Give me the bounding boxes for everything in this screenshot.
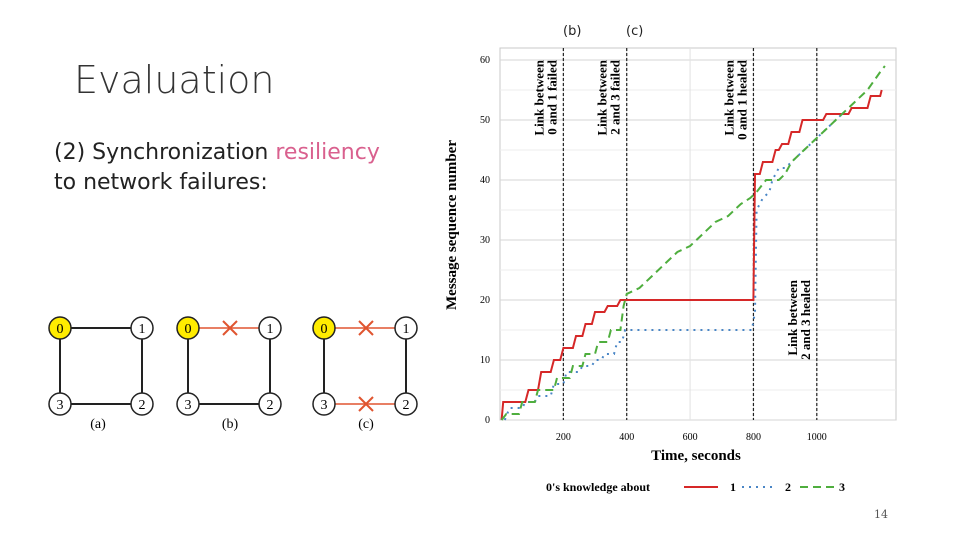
y-tick-label: 30: [480, 235, 490, 246]
graph-c: 0 1 2 3 (c): [312, 316, 418, 432]
subtitle-line2: to network failures:: [54, 170, 268, 195]
annotation-line2: 0 and 1 healed: [734, 59, 749, 140]
event-annotation: Link between0 and 1 healed: [721, 59, 749, 140]
legend-title: 0's knowledge about: [546, 480, 650, 494]
event-annotation: Link between0 and 1 failed: [531, 59, 559, 135]
subtitle-highlight: resiliency: [275, 140, 380, 165]
sequence-chart: 0 10 20 30 40 50 60 200 400 600 800 1000 Link betw…: [444, 47, 897, 494]
node-3: [176, 392, 200, 416]
x-tick-label: 200: [556, 432, 571, 443]
node-0: [312, 316, 336, 340]
graph-caption: (b): [222, 417, 239, 432]
event-annotation: Link between2 and 3 failed: [595, 59, 623, 135]
page-number: 14: [874, 508, 888, 521]
subtitle-prefix: (2) Synchronization: [54, 140, 276, 165]
y-tick-label: 50: [480, 115, 490, 126]
marker-b: (b): [563, 24, 582, 39]
node-label: 2: [403, 398, 410, 413]
node-label: 1: [403, 322, 410, 337]
node-1: [394, 316, 418, 340]
node-3: [48, 392, 72, 416]
graph-a: 0 1 2 3 (a): [48, 316, 154, 432]
node-label: 0: [185, 322, 192, 337]
legend-entry-3: 3: [839, 480, 845, 494]
graph-caption: (a): [90, 417, 106, 432]
x-tick-label: 400: [619, 432, 634, 443]
y-axis-label: Message sequence number: [444, 140, 460, 310]
series-line-3: [500, 65, 886, 421]
y-tick-label: 10: [480, 355, 490, 366]
node-2: [258, 392, 282, 416]
node-2: [394, 392, 418, 416]
plot-area: [499, 47, 897, 421]
annotation-line2: 2 and 3 healed: [798, 279, 813, 360]
graph-b: 0 1 2 3 (b): [176, 316, 282, 432]
node-2: [130, 392, 154, 416]
legend-entry-2: 2: [785, 480, 791, 494]
topology-graphs: 0 1 2 3 (a) 0 1 2 3 (b) 0 1 2: [48, 316, 418, 432]
annotation-line2: 2 and 3 failed: [608, 59, 623, 135]
annotation-line1: Link between: [595, 59, 610, 135]
annotation-line1: Link between: [785, 279, 800, 355]
node-label: 2: [139, 398, 146, 413]
x-axis-label: Time, seconds: [651, 448, 741, 464]
node-label: 1: [267, 322, 274, 337]
legend-entry-1: 1: [730, 480, 736, 494]
annotation-line1: Link between: [531, 59, 546, 135]
x-tick-label: 1000: [807, 432, 827, 443]
marker-c: (c): [626, 24, 644, 39]
x-tick-label: 800: [746, 432, 761, 443]
node-0: [176, 316, 200, 340]
legend: 0's knowledge about 1 2 3: [546, 480, 845, 494]
node-label: 0: [57, 322, 64, 337]
slide-title: Evaluation: [74, 58, 275, 102]
node-3: [312, 392, 336, 416]
y-tick-label: 20: [480, 295, 490, 306]
node-0: [48, 316, 72, 340]
y-tick-label: 60: [480, 55, 490, 66]
series-line-1: [500, 89, 883, 421]
node-label: 0: [321, 322, 328, 337]
event-annotation: Link between2 and 3 healed: [785, 279, 813, 360]
node-label: 3: [185, 398, 192, 413]
graph-caption: (c): [358, 417, 374, 432]
x-tick-label: 600: [683, 432, 698, 443]
y-tick-label: 40: [480, 175, 490, 186]
node-1: [258, 316, 282, 340]
slide-subtitle: (2) Synchronization resiliency to networ…: [54, 138, 380, 198]
node-1: [130, 316, 154, 340]
node-label: 3: [57, 398, 64, 413]
y-tick-label: 0: [485, 415, 490, 426]
annotation-line1: Link between: [721, 59, 736, 135]
node-label: 3: [321, 398, 328, 413]
node-label: 2: [267, 398, 274, 413]
annotation-line2: 0 and 1 failed: [544, 59, 559, 135]
node-label: 1: [139, 322, 146, 337]
